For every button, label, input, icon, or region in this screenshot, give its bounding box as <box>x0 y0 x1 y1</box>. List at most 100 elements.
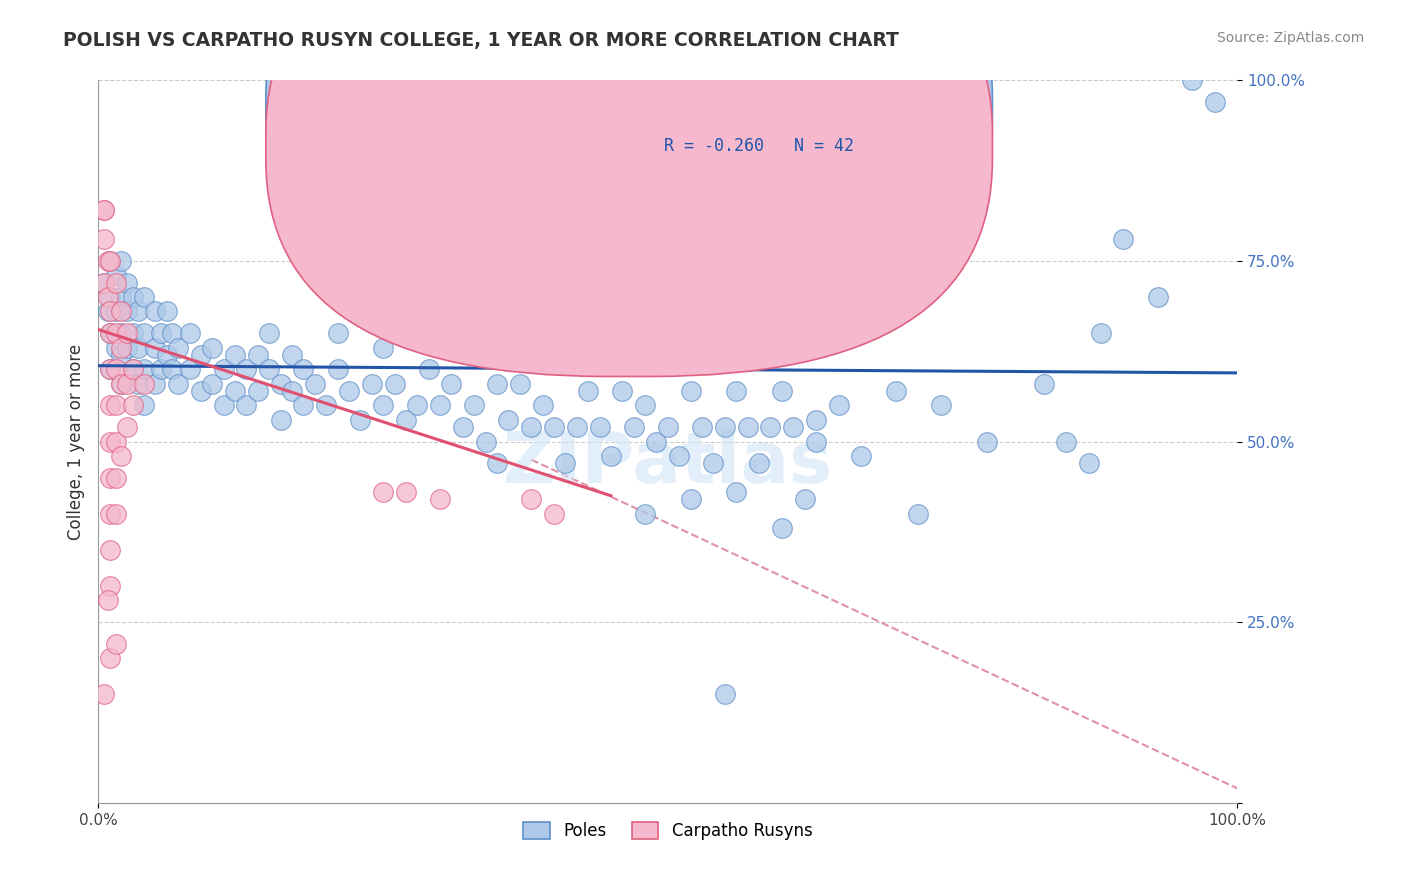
Point <box>96 304 118 318</box>
Text: ZIPatlas: ZIPatlas <box>503 429 832 498</box>
Point <box>115 326 138 340</box>
Point <box>190 384 212 398</box>
Point <box>384 376 406 391</box>
Point <box>612 384 634 398</box>
Point <box>486 456 509 470</box>
Point <box>326 362 349 376</box>
Point <box>440 376 463 391</box>
Point <box>115 276 138 290</box>
Point <box>150 326 173 340</box>
Point <box>1146 290 1168 304</box>
Point <box>110 449 132 463</box>
Point <box>98 290 121 304</box>
Point <box>623 196 645 211</box>
Point <box>770 521 793 535</box>
Point <box>201 376 224 391</box>
Point <box>702 456 724 470</box>
Point <box>121 362 143 376</box>
Point <box>884 384 907 398</box>
Point <box>543 507 565 521</box>
Point <box>93 276 115 290</box>
Point <box>98 398 121 412</box>
Point <box>224 384 246 398</box>
Point <box>1032 376 1054 391</box>
Point <box>145 304 167 318</box>
Point <box>304 376 326 391</box>
Point <box>98 434 121 449</box>
Point <box>270 376 292 391</box>
Point <box>588 276 610 290</box>
Point <box>104 326 127 340</box>
Point <box>600 160 623 174</box>
Point <box>110 348 132 362</box>
Point <box>98 579 121 593</box>
Point <box>531 398 554 412</box>
Point <box>748 456 770 470</box>
Point <box>634 507 657 521</box>
Point <box>98 253 121 268</box>
Point <box>132 398 155 412</box>
Point <box>104 470 127 484</box>
Point <box>104 341 127 355</box>
Point <box>110 326 132 340</box>
Point <box>98 362 121 376</box>
Point <box>104 268 127 283</box>
Point <box>657 420 679 434</box>
Point <box>782 420 804 434</box>
Point <box>679 492 702 507</box>
Point <box>98 253 121 268</box>
Point <box>623 420 645 434</box>
Point <box>463 398 485 412</box>
Point <box>132 362 155 376</box>
Point <box>201 341 224 355</box>
Point <box>429 492 451 507</box>
Point <box>509 376 531 391</box>
Point <box>115 420 138 434</box>
Point <box>167 376 190 391</box>
Point <box>179 326 201 340</box>
Point <box>212 398 235 412</box>
Point <box>429 398 451 412</box>
Point <box>259 362 281 376</box>
Point <box>145 341 167 355</box>
Point <box>588 420 610 434</box>
Point <box>520 420 543 434</box>
Point <box>246 384 269 398</box>
Point <box>281 348 304 362</box>
Point <box>292 398 315 412</box>
Point <box>451 420 474 434</box>
Point <box>235 398 257 412</box>
Point <box>371 398 394 412</box>
Point <box>167 341 190 355</box>
Point <box>98 304 121 318</box>
Point <box>132 326 155 340</box>
Point <box>104 304 127 318</box>
Point <box>104 637 127 651</box>
Point <box>98 470 121 484</box>
Point <box>110 304 132 318</box>
Point <box>121 362 143 376</box>
Point <box>150 362 173 376</box>
Point <box>110 376 132 391</box>
Text: R = -0.260   N = 42: R = -0.260 N = 42 <box>665 137 855 155</box>
Point <box>474 434 496 449</box>
Point <box>554 456 576 470</box>
Point <box>121 290 143 304</box>
Text: Source: ZipAtlas.com: Source: ZipAtlas.com <box>1216 31 1364 45</box>
Point <box>93 276 115 290</box>
Point <box>634 398 657 412</box>
Point <box>93 232 115 246</box>
Point <box>395 124 418 138</box>
Point <box>127 304 149 318</box>
Point <box>600 449 623 463</box>
Point <box>110 376 132 391</box>
Point <box>93 687 115 701</box>
Point <box>98 507 121 521</box>
FancyBboxPatch shape <box>593 87 873 170</box>
Point <box>1181 73 1204 87</box>
Point <box>104 362 127 376</box>
Point <box>156 348 179 362</box>
Point <box>725 485 748 500</box>
Point <box>98 362 121 376</box>
Point <box>115 341 138 355</box>
